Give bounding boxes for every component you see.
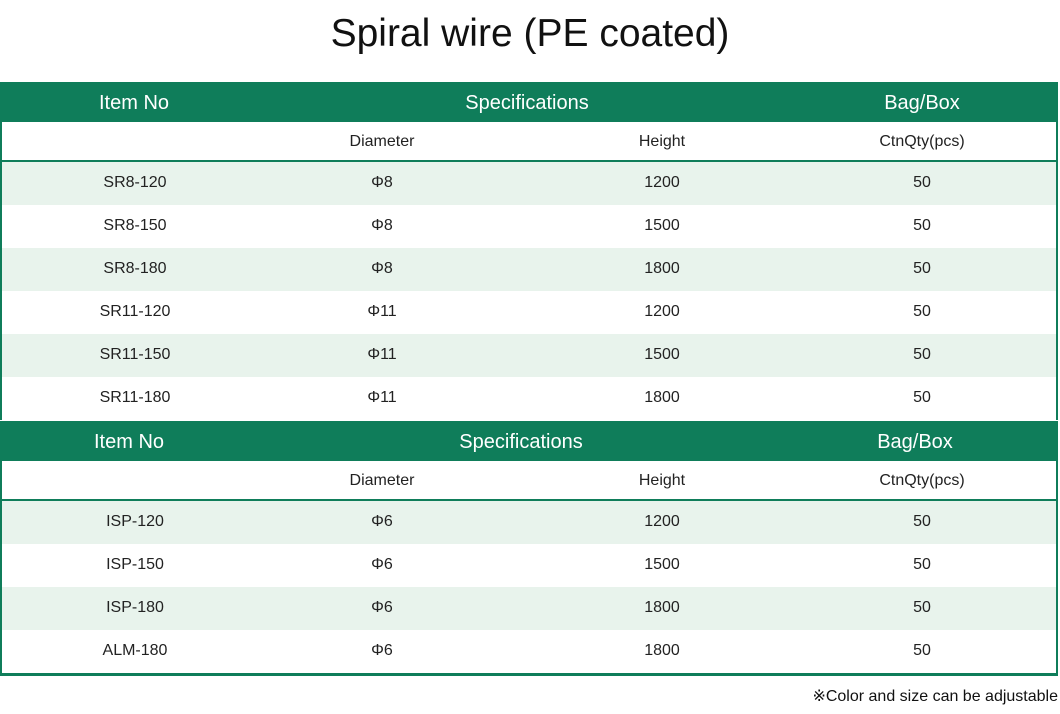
spec-table-1: Item No Specifications Bag/Box Diameter … [0, 82, 1058, 420]
cell-qty: 50 [913, 599, 931, 616]
table-row: SR8-150 Φ8 1500 50 [2, 205, 1056, 248]
cell-item: ISP-180 [106, 599, 164, 616]
cell-height: 1800 [644, 642, 680, 659]
cell-height: 1800 [644, 599, 680, 616]
cell-diameter: Φ6 [371, 556, 393, 573]
cell-qty: 50 [913, 174, 931, 191]
cell-qty: 50 [913, 260, 931, 277]
cell-item: SR11-180 [99, 389, 171, 406]
spec-table-2: Item No Specifications Bag/Box Diameter … [0, 421, 1058, 676]
cell-diameter: Φ8 [371, 174, 393, 191]
table-row: SR8-180 Φ8 1800 50 [2, 248, 1056, 291]
header-specifications: Specifications [465, 92, 589, 114]
cell-diameter: Φ11 [367, 346, 397, 363]
table-row: ISP-150 Φ6 1500 50 [2, 544, 1056, 587]
table-row: SR8-120 Φ8 1200 50 [2, 162, 1056, 205]
header-bag-box: Bag/Box [877, 431, 953, 453]
table-subheader: Diameter Height CtnQty(pcs) [2, 122, 1056, 162]
cell-qty: 50 [913, 217, 931, 234]
footnote: ※Color and size can be adjustable [812, 688, 1058, 705]
table-row: SR11-180 Φ11 1800 50 [2, 377, 1056, 420]
table-row: ISP-180 Φ6 1800 50 [2, 587, 1056, 630]
cell-height: 1800 [644, 389, 680, 406]
header-item-no: Item No [93, 431, 165, 453]
cell-diameter: Φ8 [371, 217, 393, 234]
table-header: Item No Specifications Bag/Box [2, 421, 1056, 461]
cell-qty: 50 [913, 513, 931, 530]
cell-height: 1500 [644, 217, 680, 234]
cell-diameter: Φ8 [371, 260, 393, 277]
cell-item: SR11-120 [99, 303, 171, 320]
cell-height: 1500 [644, 346, 680, 363]
subheader-ctn-qty: CtnQty(pcs) [879, 133, 965, 150]
cell-qty: 50 [913, 556, 931, 573]
cell-item: ISP-150 [106, 556, 164, 573]
header-item-no: Item No [98, 92, 170, 114]
table-row: SR11-120 Φ11 1200 50 [2, 291, 1056, 334]
subheader-diameter: Diameter [349, 472, 415, 489]
cell-item: SR11-150 [99, 346, 171, 363]
cell-item: SR8-180 [103, 260, 167, 277]
header-bag-box: Bag/Box [884, 92, 960, 114]
cell-height: 1200 [644, 303, 680, 320]
header-specifications: Specifications [459, 431, 583, 453]
subheader-diameter: Diameter [349, 133, 415, 150]
table-row: ISP-120 Φ6 1200 50 [2, 501, 1056, 544]
table-row: ALM-180 Φ6 1800 50 [2, 630, 1056, 673]
subheader-height: Height [638, 472, 686, 489]
cell-item: ISP-120 [106, 513, 164, 530]
cell-qty: 50 [913, 346, 931, 363]
cell-qty: 50 [913, 389, 931, 406]
table-row: SR11-150 Φ11 1500 50 [2, 334, 1056, 377]
cell-diameter: Φ11 [367, 389, 397, 406]
cell-diameter: Φ6 [371, 513, 393, 530]
cell-height: 1200 [644, 174, 680, 191]
cell-item: SR8-150 [103, 217, 167, 234]
cell-diameter: Φ11 [367, 303, 397, 320]
table-subheader: Diameter Height CtnQty(pcs) [2, 461, 1056, 501]
cell-item: ALM-180 [102, 642, 168, 659]
cell-height: 1200 [644, 513, 680, 530]
cell-qty: 50 [913, 642, 931, 659]
cell-diameter: Φ6 [371, 642, 393, 659]
cell-height: 1500 [644, 556, 680, 573]
cell-height: 1800 [644, 260, 680, 277]
table-header: Item No Specifications Bag/Box [2, 82, 1056, 122]
page-title: Spiral wire (PE coated) [330, 12, 730, 55]
cell-qty: 50 [913, 303, 931, 320]
cell-item: SR8-120 [103, 174, 167, 191]
cell-diameter: Φ6 [371, 599, 393, 616]
subheader-ctn-qty: CtnQty(pcs) [879, 472, 965, 489]
subheader-height: Height [638, 133, 686, 150]
